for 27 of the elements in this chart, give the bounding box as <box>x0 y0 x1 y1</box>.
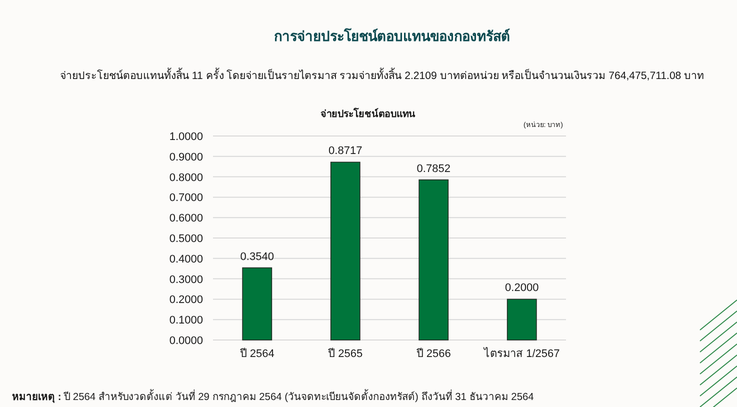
bar <box>242 267 272 340</box>
y-tick-label: 0.2000 <box>169 294 203 306</box>
y-tick-label: 0.4000 <box>169 253 203 266</box>
chart-subtitle: จ่ายประโยชน์ตอบแทนทั้งสิ้น 11 ครั้ง โดยจ่ายเป็นรายไตรมาส รวมจ่ายทั้งสิ้น 2.2109 บาทต่อหน่วย หรือเป็นจำนวนเงินรวม 764,475,711.08 บาท <box>60 67 704 82</box>
y-tick-label: 0.9000 <box>169 151 203 164</box>
y-tick-label: 0.0000 <box>169 335 203 347</box>
text: หมายเหตุ : ปี 2564 สำหรับงวดตั้งแต่ วันที่ 29 กรกฎาคม 2564 (วันจดทะเบียนจัดตั้งกองทรัสต์) ถึงวันที่ 31 ธันวาคม 2564 <box>12 388 534 404</box>
y-tick-label: 1.0000 <box>169 131 203 143</box>
data-label: 0.7852 <box>416 162 450 175</box>
y-tick-label: 0.1000 <box>169 314 203 327</box>
data-label: 0.2000 <box>505 282 539 294</box>
text: จ่ายประโยชน์ตอบแทน <box>320 107 416 120</box>
x-tick-label: ปี 2564 <box>238 347 274 360</box>
bar <box>506 298 537 340</box>
y-tick-label: 0.5000 <box>169 233 203 245</box>
x-tick-label: ปี 2565 <box>327 347 363 360</box>
y-tick-label: 0.7000 <box>169 192 203 204</box>
data-label: 0.8717 <box>328 145 362 158</box>
x-tick-label: ปี 2566 <box>415 347 451 360</box>
y-tick-label: 0.6000 <box>169 212 203 225</box>
data-label: 0.3540 <box>240 250 274 263</box>
bar <box>418 179 449 340</box>
chart-title: การจ่ายประโยชน์ตอบแทนของกองทรัสต์ <box>274 27 510 44</box>
x-tick-label: ไตรมาส 1/2567 <box>483 347 560 360</box>
y-tick-label: 0.8000 <box>169 172 203 184</box>
bar <box>330 162 360 340</box>
y-tick-label: 0.3000 <box>169 274 203 286</box>
